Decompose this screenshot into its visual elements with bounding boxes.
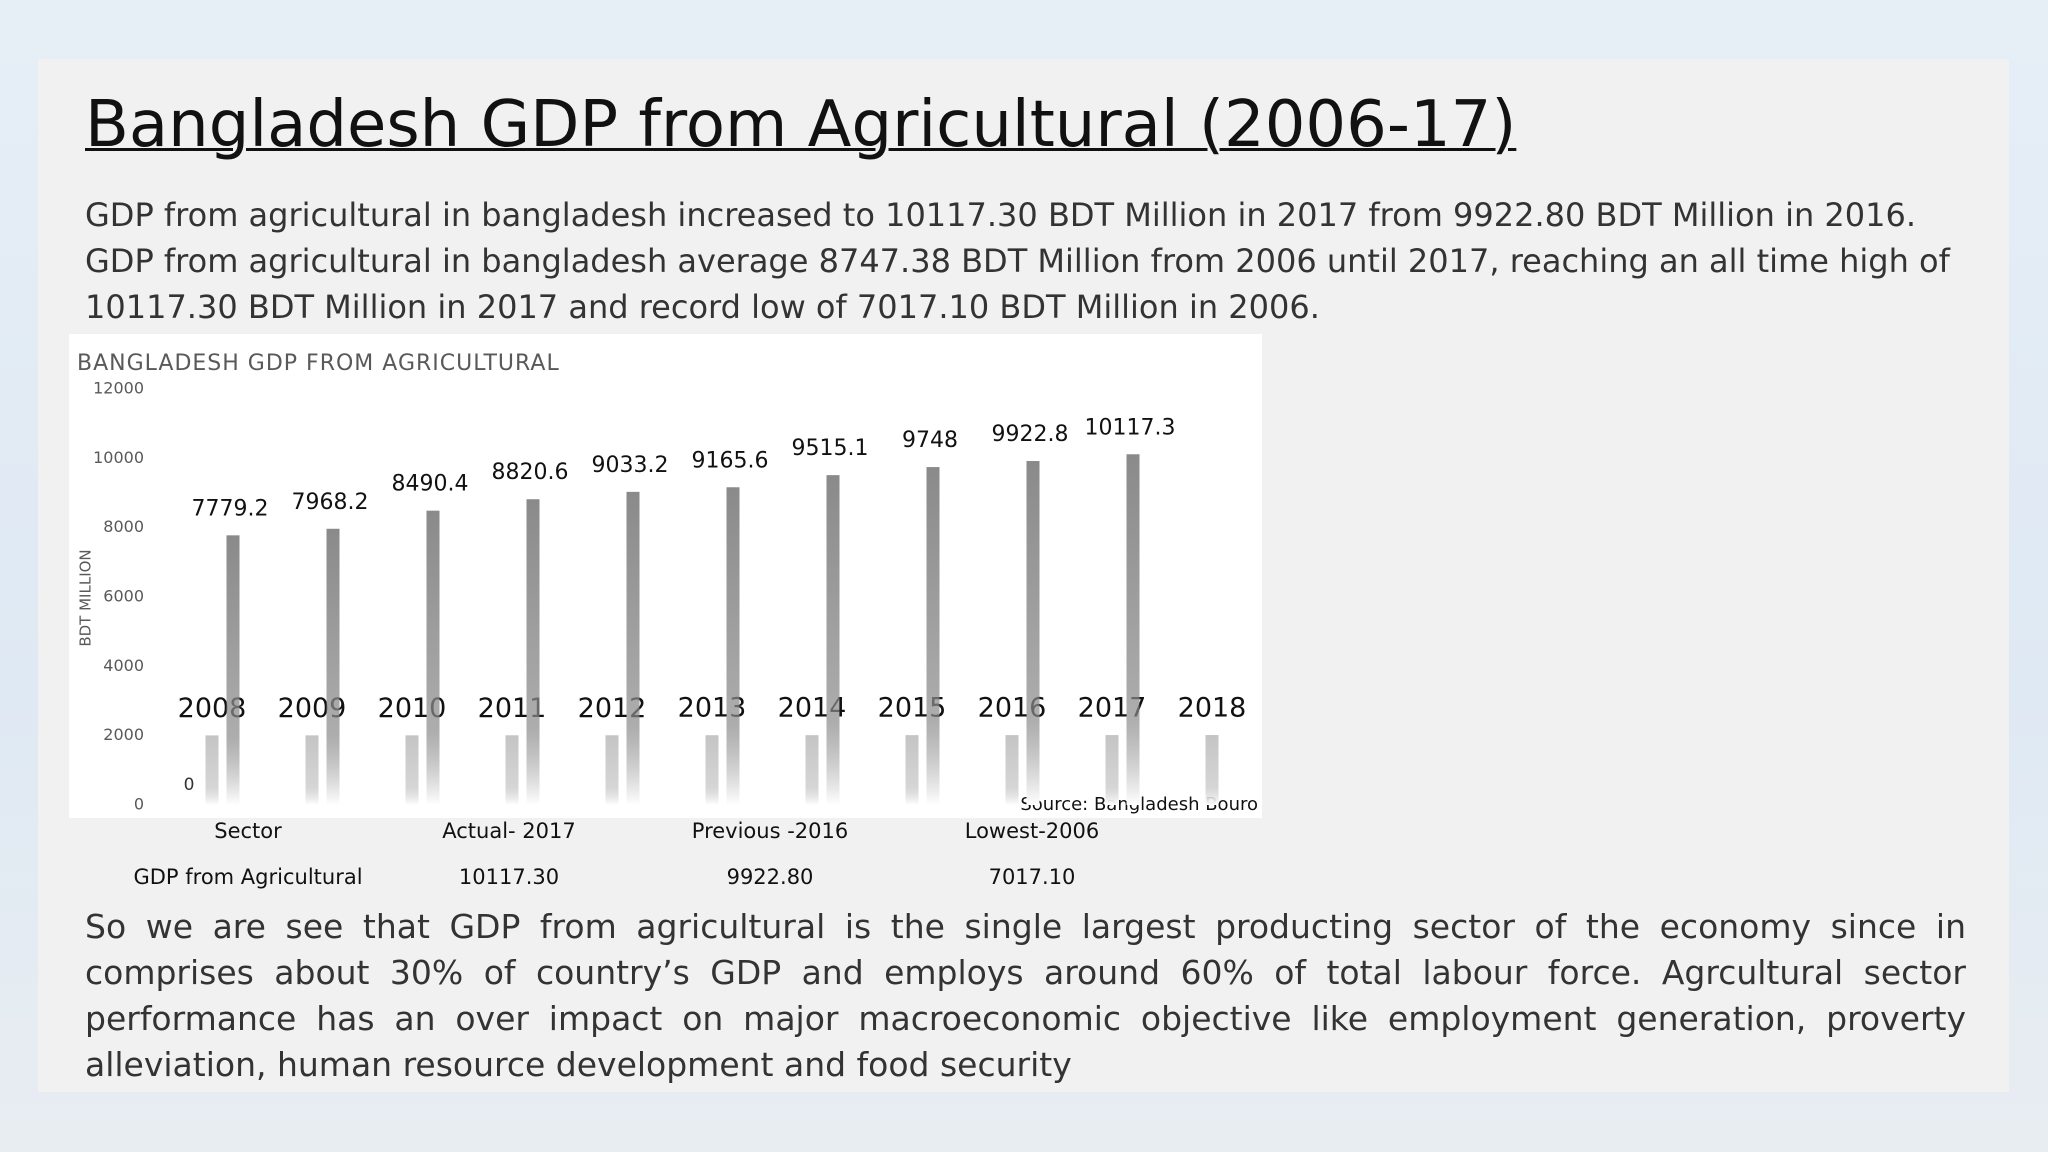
- data-label: 8820.6: [492, 460, 569, 485]
- bar: [326, 528, 340, 805]
- y-tick-label: 10000: [93, 448, 144, 467]
- bar: [905, 735, 919, 805]
- table-cell: 7017.10: [988, 865, 1076, 889]
- annotation: 0: [184, 775, 195, 795]
- data-label: 9515.1: [792, 436, 869, 461]
- conclusion: So we are see that GDP from agricultural…: [85, 907, 1966, 1084]
- data-label: 9748: [902, 428, 958, 453]
- y-tick-label: 12000: [93, 379, 144, 398]
- y-tick-label: 6000: [103, 587, 144, 606]
- data-label: 2018: [1178, 693, 1247, 724]
- bar: [526, 499, 540, 805]
- data-label: 9922.8: [992, 422, 1069, 447]
- table-cell: 9922.80: [726, 865, 814, 889]
- y-tick-label: 0: [134, 795, 144, 814]
- bar: [305, 735, 319, 805]
- y-axis-label: BDT MILLION: [77, 549, 95, 646]
- data-label: 7968.2: [292, 490, 369, 515]
- intro-line: GDP from agricultural in bangladesh aver…: [85, 242, 1950, 326]
- bar: [1105, 735, 1119, 805]
- bar: [226, 535, 240, 805]
- bar: [426, 510, 440, 805]
- table-cell: GDP from Agricultural: [133, 865, 363, 889]
- bar: [405, 735, 419, 805]
- bar: [705, 735, 719, 805]
- bar: [1026, 461, 1040, 805]
- intro: GDP from agricultural in bangladesh incr…: [85, 192, 1975, 330]
- table-cell: Lowest-2006: [964, 819, 1100, 843]
- bar: [205, 735, 219, 805]
- bar: [1126, 454, 1140, 805]
- y-tick-label: 4000: [103, 656, 144, 675]
- bar: [826, 475, 840, 805]
- bar: [505, 735, 519, 805]
- intro-line: GDP from agricultural in bangladesh incr…: [85, 196, 1917, 234]
- table-cell: Previous -2016: [691, 819, 849, 843]
- data-label: 10117.3: [1085, 415, 1176, 440]
- y-tick-label: 2000: [103, 725, 144, 744]
- table-cell: Sector: [214, 819, 282, 843]
- chart-title: BANGLADESH GDP FROM AGRICULTURAL: [77, 351, 560, 376]
- data-label: 9165.6: [692, 448, 769, 473]
- bar: [1205, 735, 1219, 805]
- data-label: 7779.2: [192, 496, 269, 521]
- bar: [926, 467, 940, 805]
- table-cell: Actual- 2017: [442, 819, 576, 843]
- table-cell: 10117.30: [458, 865, 560, 889]
- data-label: 8490.4: [392, 472, 469, 497]
- bar: [1005, 735, 1019, 805]
- slide-title: Bangladesh GDP from Agricultural (2006-1…: [85, 88, 1517, 162]
- bar: [626, 491, 640, 805]
- bar: [605, 735, 619, 805]
- bar: [726, 487, 740, 805]
- data-label: 9033.2: [592, 453, 669, 478]
- bar: [805, 735, 819, 805]
- y-tick-label: 8000: [103, 517, 144, 536]
- chart-background: [69, 334, 1262, 818]
